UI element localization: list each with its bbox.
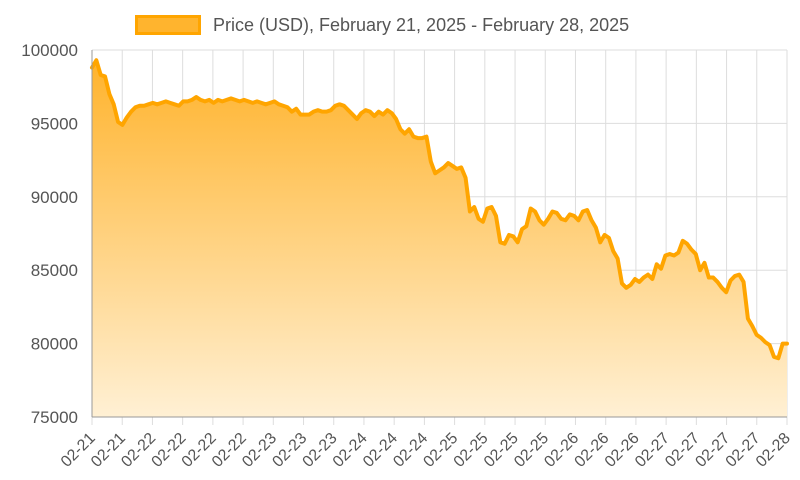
series-line bbox=[90, 58, 789, 361]
x-axis: 02-2102-2102-2202-2202-2202-2202-2302-23… bbox=[58, 416, 794, 471]
y-tick-label: 95000 bbox=[31, 114, 78, 133]
legend[interactable]: Price (USD), February 21, 2025 - Februar… bbox=[135, 10, 629, 40]
x-tick-label: 02-28 bbox=[753, 430, 794, 471]
y-tick-label: 90000 bbox=[31, 188, 78, 207]
y-tick-label: 75000 bbox=[31, 408, 78, 427]
y-tick-label: 85000 bbox=[31, 261, 78, 280]
legend-swatch bbox=[135, 15, 201, 35]
y-axis: 75000 80000 85000 90000 95000 100000 bbox=[21, 41, 93, 427]
series-area bbox=[92, 60, 787, 417]
y-tick-label: 100000 bbox=[21, 41, 78, 60]
y-tick-label: 80000 bbox=[31, 335, 78, 354]
plot-area bbox=[90, 58, 789, 417]
legend-label: Price (USD), February 21, 2025 - Februar… bbox=[213, 14, 630, 35]
